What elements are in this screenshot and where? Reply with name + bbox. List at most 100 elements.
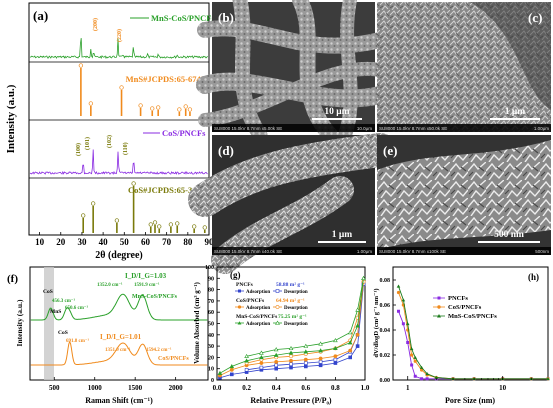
- isotherm-point: [289, 365, 293, 370]
- isotherm-point: [333, 357, 338, 362]
- legend-g-ads: Adsorption: [246, 290, 270, 295]
- legend-g-marker: [238, 289, 241, 293]
- isotherm-point: [355, 344, 360, 348]
- raman-peak-g-mns: 1591.9 cm⁻¹: [134, 282, 160, 288]
- panel-h-legend: PNCFs CoS/PNCFs MnS-CoS/PNCFs: [433, 295, 497, 320]
- x-tick-label: 10: [35, 237, 45, 247]
- x-tick-label: 80: [183, 237, 193, 247]
- sem-e-footer-bar: [377, 247, 551, 255]
- isotherm-point: [274, 366, 279, 371]
- x-tick-label: 60: [141, 237, 151, 247]
- x-tick-label: 2000: [169, 384, 184, 392]
- isotherm-series-line: [219, 278, 364, 374]
- pore-point: [401, 322, 405, 326]
- panel-a-x-ticks: 10 20 30 40 50 60 70 80 90: [35, 232, 214, 247]
- mns-ref-marker: [119, 85, 124, 90]
- x-tick-label: 30: [77, 237, 87, 247]
- isotherm-point: [289, 358, 293, 363]
- isotherm-point: [303, 343, 309, 348]
- label-mns-jcpds: MnS#JCPDS:65-6745: [126, 74, 205, 84]
- pore-point: [397, 309, 401, 313]
- label-cos-jcpds: CoS#JCPDS:65-3418: [128, 185, 205, 195]
- y-tick-label: 0.02: [380, 353, 391, 359]
- raman-mns-cos-curve: [30, 293, 208, 321]
- panel-g-ticks: 0.0 0.2 0.4 0.6 0.8 1.0 0 10 20 30 40 50 60 70 80 90 100: [205, 265, 370, 392]
- pore-point: [425, 377, 429, 381]
- isotherm-point: [244, 358, 249, 363]
- legend-g-marker: [237, 305, 242, 309]
- sem-panel-c: SU8000 15.0kV 8.7mm x50.0k SE 1.00μm (c)…: [377, 2, 551, 132]
- raman-peak-456: 456.3 cm⁻¹: [52, 298, 76, 304]
- isotherm-point: [333, 361, 338, 365]
- pore-point: [413, 359, 417, 363]
- y-tick-label: 60: [208, 310, 214, 316]
- isotherm-point: [348, 355, 353, 360]
- isotherm-point: [288, 345, 294, 351]
- sem-b-letter: (b): [218, 10, 234, 25]
- sem-c-shadow: [470, 2, 551, 110]
- sem-e-scale-label: 500 nm: [494, 230, 524, 240]
- isotherm-point: [259, 354, 264, 360]
- y-tick-label: 90: [208, 276, 214, 282]
- raman-shaded-region: [44, 267, 54, 380]
- pore-point: [546, 376, 550, 381]
- mns-ref-marker: [177, 107, 182, 112]
- cos-ref-marker: [148, 222, 153, 227]
- isotherm-point: [303, 364, 308, 369]
- legend-g-des: Desorption: [284, 306, 308, 311]
- panel-g-series: [217, 275, 366, 380]
- sem-c-footer-scale: 1.00μm: [534, 126, 549, 131]
- legend-g-marker: [275, 289, 280, 293]
- isotherm-point: [229, 364, 235, 369]
- panel-h-ylabel: dV/dlogD (cm³ g⁻¹ nm⁻¹): [373, 288, 380, 357]
- panel-g-ylabel: Volume Absorbed (cm³ g⁻¹): [193, 281, 201, 363]
- cos-ref-marker: [192, 224, 197, 229]
- legend-g-ads: Adsorption: [246, 306, 270, 311]
- isotherm-point: [318, 348, 323, 353]
- xrd-cos-curve: [29, 149, 208, 175]
- raman-peak-d-mns: 1352.0 cm⁻¹: [97, 282, 123, 288]
- isotherm-point: [259, 350, 264, 355]
- mns-ref-marker: [78, 63, 84, 68]
- legend-h-mns: MnS-CoS/PNCFs: [448, 313, 497, 320]
- isotherm-point: [303, 357, 308, 362]
- label-cos: CoS/PNCFs: [162, 128, 206, 138]
- pore-point: [419, 368, 424, 372]
- x-tick-label: 1.0: [361, 384, 370, 392]
- y-tick-label: 80: [208, 288, 214, 294]
- panel-g: (g) PNCFs 58.88 m² g⁻¹ Adsorption Desorp…: [193, 265, 370, 405]
- peak-label-101: (101): [84, 137, 91, 150]
- legend-g-marker: [237, 321, 242, 325]
- x-tick-label: 0.4: [272, 384, 281, 392]
- x-tick-label: 0.0: [213, 384, 222, 392]
- isotherm-series-line: [246, 278, 364, 357]
- y-tick-label: 40: [208, 333, 214, 339]
- y-tick-label: 10: [208, 367, 214, 373]
- panel-g-xlabel: Relative Pressure (P/P₀): [250, 396, 332, 405]
- legend-g-pncfs-area: 58.88 m² g⁻¹: [276, 282, 305, 288]
- cos-ref-marker: [91, 201, 96, 206]
- xrd-mns-cos-curve: [29, 38, 208, 59]
- raman-peak-g-cos: 1594.2 cm⁻¹: [146, 347, 172, 353]
- sem-e-letter: (e): [383, 143, 397, 158]
- isotherm-point: [348, 348, 353, 353]
- x-tick-label: 0.8: [331, 384, 340, 392]
- x-tick-label: 40: [99, 237, 109, 247]
- sem-b-footer-scale: 10.0μm: [357, 126, 372, 131]
- isotherm-point: [289, 362, 293, 366]
- y-tick-label: 30: [208, 344, 214, 350]
- cos-ref-marker: [202, 225, 207, 230]
- x-tick-label: 1000: [88, 384, 103, 392]
- pore-point: [410, 353, 414, 357]
- isotherm-point: [274, 360, 279, 364]
- sem-d-footer-bar: [212, 247, 375, 255]
- raman-peak-691: 691.8 cm⁻¹: [66, 338, 90, 344]
- mns-reference-sticks: [78, 63, 193, 116]
- isotherm-point: [217, 370, 223, 375]
- panel-h-xlabel: Pore Size (nm): [445, 396, 495, 405]
- x-tick-label: 1500: [128, 384, 143, 392]
- isotherm-point: [361, 275, 366, 280]
- raman-ratio-cos: I_D/I_G=1.01: [100, 333, 142, 341]
- cos-ref-marker: [157, 224, 162, 229]
